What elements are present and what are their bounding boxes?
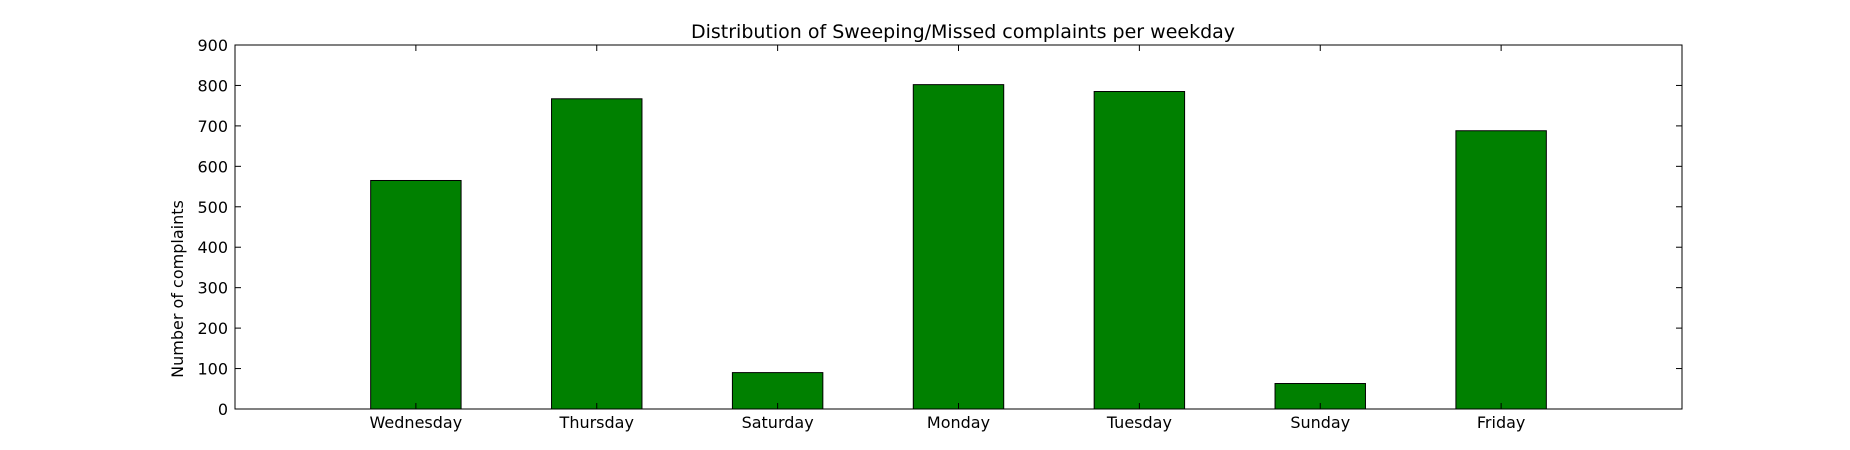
y-axis-label: Number of complaints xyxy=(168,200,187,378)
y-tick-label: 700 xyxy=(197,117,228,136)
y-tick-label: 300 xyxy=(197,279,228,298)
bar-thursday xyxy=(551,98,643,410)
x-tick-label-saturday: Saturday xyxy=(742,413,814,432)
bar-saturday xyxy=(731,372,824,410)
bar-tuesday xyxy=(1093,91,1186,410)
x-tick-label-monday: Monday xyxy=(927,413,990,432)
y-tick-label: 0 xyxy=(218,400,228,419)
y-tick-label: 500 xyxy=(197,198,228,217)
x-tick-label-tuesday: Tuesday xyxy=(1106,413,1172,432)
bar-wednesday xyxy=(370,179,462,410)
y-tick-label: 600 xyxy=(197,157,228,176)
y-tick-label: 200 xyxy=(197,319,228,338)
x-tick-label-friday: Friday xyxy=(1477,413,1526,432)
x-tick-label-sunday: Sunday xyxy=(1290,413,1350,432)
bar-friday xyxy=(1455,130,1547,410)
x-tick-label-wednesday: Wednesday xyxy=(370,413,463,432)
x-tick-label-thursday: Thursday xyxy=(559,413,634,432)
chart-title: Distribution of Sweeping/Missed complain… xyxy=(691,21,1235,43)
y-tick-label: 100 xyxy=(197,360,228,379)
plot-area: 0 100 200 300 400 500 600 700 800 900 Wednesday Thu… xyxy=(197,36,1683,432)
y-tick-label: 800 xyxy=(197,76,228,95)
bar-monday xyxy=(912,84,1005,410)
y-tick-label: 900 xyxy=(197,36,228,55)
y-tick-label: 400 xyxy=(197,238,228,257)
